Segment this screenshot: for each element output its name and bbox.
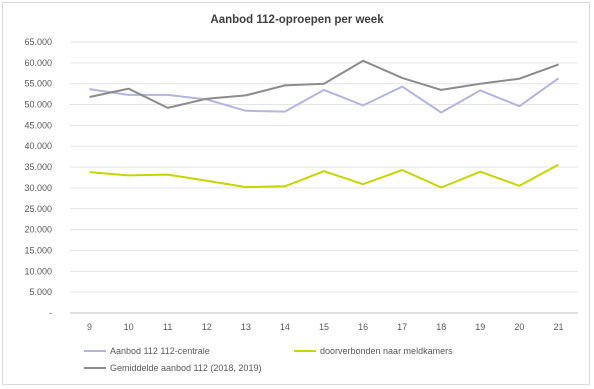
y-tick-label: -: [49, 308, 52, 318]
x-tick-label: 13: [241, 322, 251, 332]
x-tick-label: 19: [475, 322, 485, 332]
y-tick-label: 65.000: [24, 37, 52, 47]
y-tick-label: 20.000: [24, 225, 52, 235]
x-tick-label: 20: [514, 322, 524, 332]
chart-title: Aanbod 112-oproepen per week: [210, 14, 384, 26]
y-tick-label: 30.000: [24, 183, 52, 193]
legend-item-doorverbonden: doorverbonden naar meldkamers: [294, 346, 453, 356]
x-tick-label: 15: [319, 322, 329, 332]
x-tick-label: 21: [553, 322, 563, 332]
legend-swatch-aanbod: [84, 350, 106, 352]
legend-swatch-doorverbonden: [294, 350, 316, 352]
x-tick-label: 16: [358, 322, 368, 332]
legend-item-gemiddelde: Gemiddelde aanbod 112 (2018, 2019): [84, 363, 261, 373]
series-line-1: [89, 77, 560, 114]
y-tick-label: 50.000: [24, 100, 52, 110]
legend-swatch-gemiddelde: [84, 367, 106, 369]
series-line-3: [89, 59, 559, 109]
series-line-2: [89, 163, 559, 189]
y-tick-label: 40.000: [24, 141, 52, 151]
x-tick-label: 11: [163, 322, 172, 332]
y-tick-label: 55.000: [24, 79, 52, 89]
x-tick-label: 12: [202, 322, 212, 332]
legend-item-aanbod: Aanbod 112 112-centrale: [84, 346, 210, 356]
chart-frame: [2, 2, 590, 385]
y-tick-label: 35.000: [24, 162, 52, 172]
y-tick-label: 15.000: [24, 245, 52, 255]
x-tick-label: 14: [280, 322, 290, 332]
y-tick-label: 25.000: [24, 204, 52, 214]
legend-label-doorverbonden: doorverbonden naar meldkamers: [320, 346, 453, 356]
x-tick-label: 17: [397, 322, 407, 332]
x-tick-label: 10: [124, 322, 134, 332]
y-tick-label: 10.000: [24, 266, 52, 276]
x-tick-label: 18: [436, 322, 446, 332]
legend-label-aanbod: Aanbod 112 112-centrale: [110, 346, 210, 356]
x-tick-label: 9: [87, 322, 92, 332]
y-tick-label: 5.000: [29, 287, 52, 297]
legend-label-gemiddelde: Gemiddelde aanbod 112 (2018, 2019): [110, 363, 262, 373]
y-tick-label: 60.000: [24, 58, 52, 68]
y-tick-label: 45.000: [24, 120, 52, 130]
